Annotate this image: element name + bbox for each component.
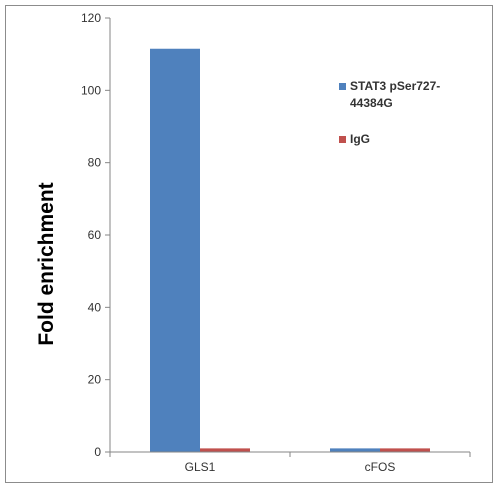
x-tick-label: cFOS: [365, 460, 396, 474]
bar-cfos-stat3: [330, 448, 380, 452]
legend-label: IgG: [350, 132, 370, 146]
legend-swatch: [339, 136, 346, 143]
x-axis-ticks: GLS1 cFOS: [109, 452, 471, 474]
x-tick-label: GLS1: [185, 460, 216, 474]
bars: [150, 48, 430, 452]
bar-cfos-igg: [380, 448, 430, 452]
legend-swatch: [339, 83, 346, 90]
bar-gls1-igg: [200, 448, 250, 452]
y-tick-label: 40: [88, 300, 102, 314]
legend: STAT3 pSer727- 44384G IgG: [339, 79, 440, 146]
bar-gls1-stat3: [150, 48, 200, 452]
legend-label: 44384G: [350, 96, 393, 110]
y-tick-label: 100: [81, 83, 101, 97]
y-tick-label: 60: [88, 228, 102, 242]
y-axis-ticks: 0 20 40 60 80 100 120: [81, 11, 110, 459]
y-tick-label: 0: [94, 445, 101, 459]
chart-frame: [5, 5, 493, 483]
y-tick-label: 80: [88, 156, 102, 170]
y-tick-label: 120: [81, 11, 101, 25]
y-tick-label: 20: [88, 373, 102, 387]
y-axis-title: Fold enrichment: [35, 182, 58, 345]
legend-label: STAT3 pSer727-: [350, 79, 440, 93]
